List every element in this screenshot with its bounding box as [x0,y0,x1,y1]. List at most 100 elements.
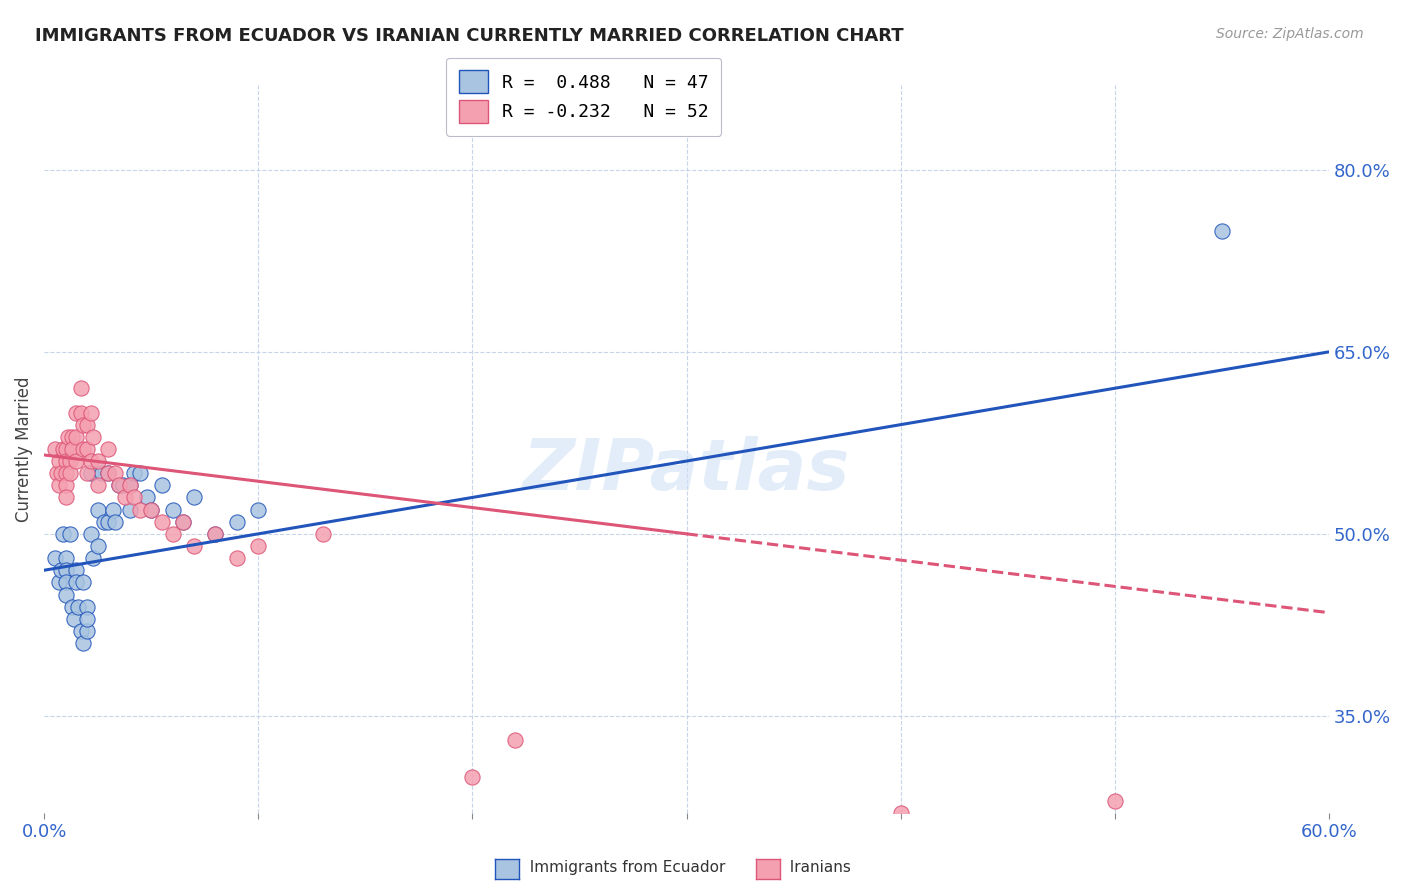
Point [76,612,98,626]
Point [48,454,70,468]
Point [108,478,131,492]
Point [80,526,103,541]
Point [65,575,87,590]
Point [90,466,112,480]
Point [97,466,120,480]
Point [63,612,86,626]
Point [503,733,526,747]
Point [55,551,77,566]
Point [55,478,77,492]
Point [67,599,90,614]
Point [52,442,75,456]
Text: Source: ZipAtlas.com: Source: ZipAtlas.com [1216,27,1364,41]
Text: Iranians: Iranians [780,861,851,875]
Point [65,405,87,419]
Point [122,466,145,480]
Point [55,454,77,468]
Point [55,575,77,590]
Text: IMMIGRANTS FROM ECUADOR VS IRANIAN CURRENTLY MARRIED CORRELATION CHART: IMMIGRANTS FROM ECUADOR VS IRANIAN CURRE… [35,27,904,45]
Y-axis label: Currently Married: Currently Married [15,376,32,522]
Point [183,491,205,505]
Text: Immigrants from Ecuador: Immigrants from Ecuador [520,861,725,875]
Point [51,563,73,577]
Point [311,526,333,541]
Point [97,442,120,456]
Point [890,805,912,820]
Point [93,515,115,529]
Point [1211,223,1233,237]
Point [97,466,120,480]
Point [162,502,184,516]
Point [204,526,226,541]
Point [1104,794,1126,808]
Point [44,551,66,566]
Point [55,442,77,456]
Point [112,478,135,492]
Point [55,491,77,505]
Point [247,502,270,516]
Point [135,491,157,505]
Point [76,442,98,456]
Point [60,599,83,614]
Point [76,466,98,480]
Point [80,454,103,468]
Point [59,526,82,541]
Point [86,454,108,468]
Point [72,417,94,432]
Point [108,478,131,492]
Point [60,442,83,456]
Point [118,502,141,516]
Point [122,491,145,505]
Point [172,515,194,529]
Point [72,442,94,456]
Point [141,502,163,516]
Point [82,551,104,566]
Point [51,466,73,480]
Point [76,599,98,614]
Point [59,454,82,468]
Point [162,526,184,541]
Point [183,539,205,553]
Point [72,636,94,650]
Point [150,515,173,529]
Point [60,430,83,444]
Point [225,515,247,529]
Point [129,466,152,480]
Point [97,515,120,529]
Point [55,563,77,577]
Point [118,478,141,492]
Point [150,478,173,492]
Point [86,502,108,516]
Point [48,575,70,590]
Point [104,466,127,480]
Point [44,442,66,456]
Point [65,454,87,468]
Point [172,515,194,529]
Point [101,502,124,516]
Point [204,526,226,541]
Text: ZIPatlas: ZIPatlas [523,436,851,505]
Point [76,624,98,638]
Point [80,466,103,480]
Point [461,770,484,784]
Point [59,466,82,480]
Point [247,539,270,553]
Point [65,430,87,444]
Point [55,466,77,480]
Point [69,381,91,395]
Point [65,563,87,577]
Point [76,417,98,432]
Point [69,405,91,419]
Point [225,551,247,566]
Legend: R =  0.488   N = 47, R = -0.232   N = 52: R = 0.488 N = 47, R = -0.232 N = 52 [446,58,721,136]
Point [69,624,91,638]
Point [118,478,141,492]
Point [114,491,136,505]
Point [82,430,104,444]
Point [72,575,94,590]
Point [141,502,163,516]
Point [104,515,127,529]
Point [86,478,108,492]
Point [86,539,108,553]
Point [129,502,152,516]
